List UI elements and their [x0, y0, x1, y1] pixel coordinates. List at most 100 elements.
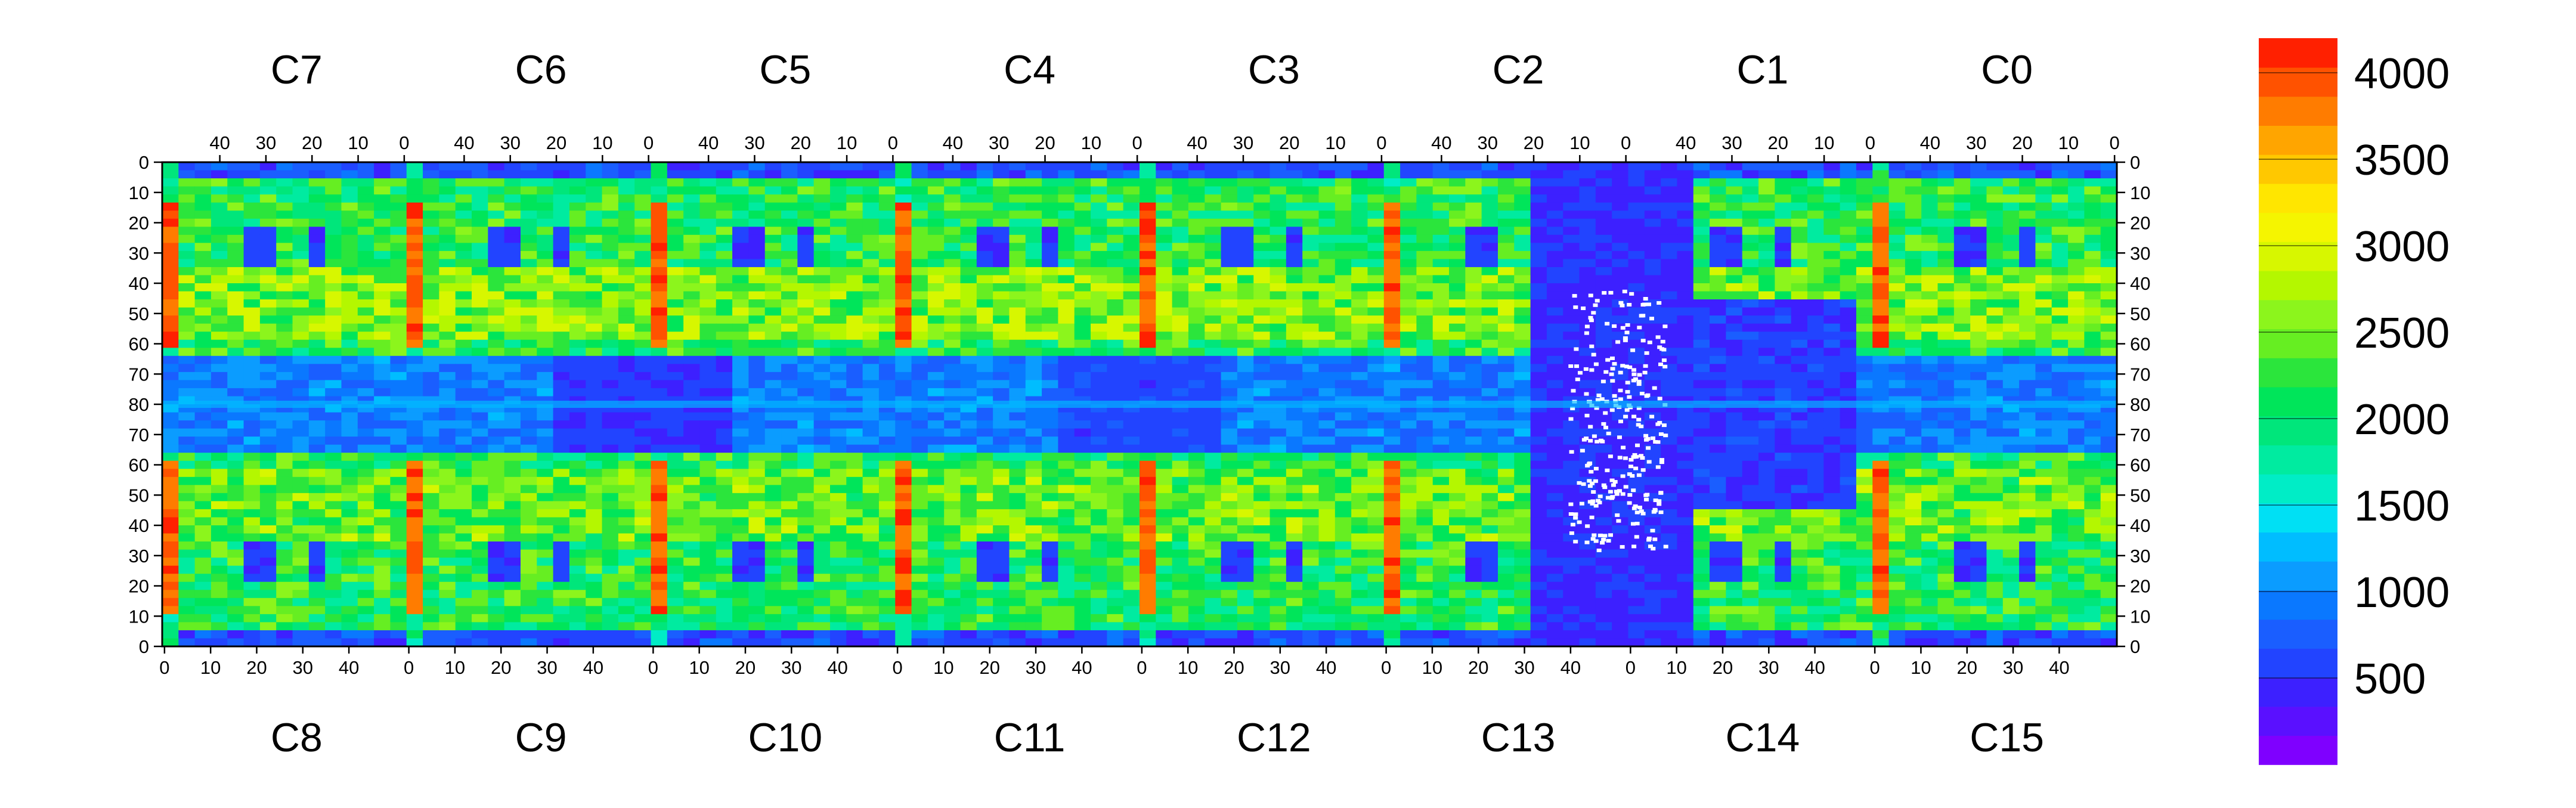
heatmap-cell	[1807, 227, 1824, 236]
heatmap-cell	[1221, 469, 1238, 478]
heatmap-cell	[259, 291, 277, 300]
heatmap-cell	[2019, 307, 2036, 316]
heatmap-cell	[1156, 307, 1173, 316]
heatmap-cell	[1481, 202, 1498, 211]
heatmap-cell	[1400, 380, 1417, 389]
heatmap-cell	[1905, 469, 1922, 478]
heatmap-cell	[797, 476, 815, 485]
heatmap-cell	[1449, 259, 1466, 268]
heatmap-cell	[504, 493, 521, 501]
heatmap-cell	[1937, 170, 1955, 179]
heatmap-cell	[1465, 420, 1482, 429]
heatmap-cell	[1042, 299, 1059, 308]
heatmap-cell	[1432, 355, 1450, 364]
heatmap-cell	[1188, 348, 1205, 357]
heatmap-cell	[1726, 234, 1743, 243]
heatmap-cell	[651, 234, 668, 243]
heatmap-cell	[1807, 348, 1824, 357]
heatmap-cell	[178, 259, 196, 268]
heatmap-cell	[781, 275, 798, 284]
heatmap-cell	[1758, 453, 1775, 462]
heatmap-cell	[1400, 234, 1417, 243]
heatmap-cell	[1595, 332, 1612, 340]
heatmap-cell	[569, 332, 586, 340]
heatmap-cell	[276, 436, 293, 445]
heatmap-cell	[960, 259, 977, 268]
heatmap-cell	[210, 170, 228, 179]
heatmap-cell	[634, 227, 652, 236]
heatmap-cell	[829, 218, 847, 227]
heatmap-cell	[537, 218, 554, 227]
heatmap-cell	[374, 186, 391, 195]
heatmap-cell	[944, 364, 961, 373]
heatmap-cell	[1172, 259, 1189, 268]
heatmap-cell	[504, 444, 521, 453]
heatmap-cell	[862, 476, 880, 485]
heatmap-cell	[569, 162, 586, 171]
heatmap-cell	[764, 162, 782, 171]
heatmap-cell	[1009, 299, 1026, 308]
heatmap-cell	[1400, 428, 1417, 437]
heatmap-cell	[813, 364, 831, 373]
heatmap-cell	[1318, 218, 1336, 227]
heatmap-cell	[455, 315, 472, 324]
heatmap-cell	[911, 420, 928, 429]
heatmap-cell	[1221, 227, 1238, 236]
heatmap-cell	[1872, 460, 1890, 469]
heatmap-cell	[357, 218, 374, 227]
heatmap-cell	[586, 364, 603, 373]
heatmap-cell	[504, 485, 521, 494]
heatmap-cell	[829, 332, 847, 340]
heatmap-cell	[1628, 194, 1645, 203]
heatmap-cell	[1791, 469, 1808, 478]
heatmap-cell	[1481, 315, 1498, 324]
heatmap-cell	[439, 315, 456, 324]
heatmap-cell	[227, 323, 244, 332]
heatmap-cell	[1514, 202, 1531, 211]
heatmap-cell	[178, 380, 196, 389]
heatmap-cell	[2051, 364, 2069, 373]
heatmap-cell	[846, 412, 863, 421]
heatmap-cell	[1546, 283, 1563, 292]
heatmap-cell	[1546, 436, 1563, 445]
heatmap-cell	[569, 453, 586, 462]
heatmap-cell	[2035, 307, 2052, 316]
heatmap-cell	[1937, 186, 1955, 195]
heatmap-cell	[569, 299, 586, 308]
heatmap-cell	[357, 291, 374, 300]
heatmap-cell	[292, 291, 309, 300]
heatmap-cell	[862, 307, 880, 316]
heatmap-cell	[553, 420, 570, 429]
heatmap-cell	[1270, 453, 1287, 462]
heatmap-cell	[976, 186, 993, 195]
heatmap-cell	[1807, 315, 1824, 324]
heatmap-cell	[1807, 460, 1824, 469]
heatmap-cell	[308, 332, 326, 340]
heatmap-cell	[1465, 227, 1482, 236]
heatmap-cell	[569, 339, 586, 348]
heatmap-cell	[1775, 291, 1792, 300]
heatmap-cell	[178, 364, 196, 373]
heatmap-cell	[829, 428, 847, 437]
heatmap-cell	[1335, 348, 1352, 357]
heatmap-cell	[1091, 186, 1107, 195]
heatmap-cell	[1612, 227, 1629, 236]
heatmap-cell	[406, 364, 423, 373]
heatmap-cell	[1612, 348, 1629, 357]
heatmap-cell	[797, 218, 815, 227]
heatmap-cell	[178, 444, 196, 453]
heatmap-cell	[276, 332, 293, 340]
heatmap-cell	[1546, 469, 1563, 478]
heatmap-cell	[1628, 227, 1645, 236]
heatmap-cell	[504, 436, 521, 445]
heatmap-cell	[292, 460, 309, 469]
heatmap-cell	[1710, 194, 1726, 203]
heatmap-cell	[1905, 227, 1922, 236]
heatmap-cell	[1921, 162, 1939, 171]
heatmap-cell	[813, 355, 831, 364]
heatmap-cell	[1286, 315, 1303, 324]
heatmap-cell	[846, 380, 863, 389]
heatmap-cell	[1775, 283, 1792, 292]
heatmap-cell	[243, 234, 261, 243]
heatmap-cell	[1726, 250, 1743, 259]
